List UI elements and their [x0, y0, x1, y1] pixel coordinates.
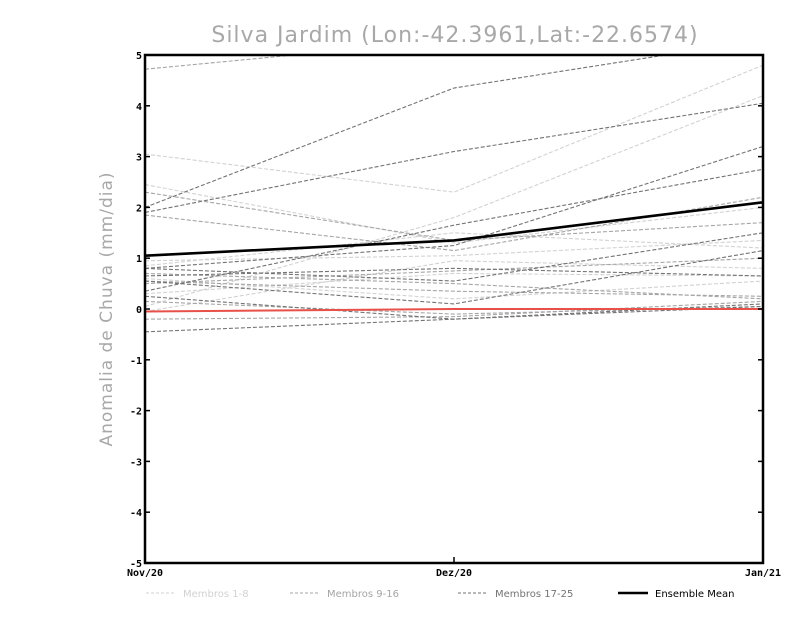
series-line-m6 — [145, 277, 763, 300]
series-ensemble-mean — [145, 201, 763, 257]
x-tick-label: Nov/20 — [127, 568, 163, 579]
legend-label: Membros 1-8 — [183, 589, 249, 600]
series-line-m3 — [145, 95, 763, 307]
x-ticks: Nov/20 Dez/20 Jan/21 — [127, 557, 781, 579]
series-line-m20 — [145, 168, 763, 292]
x-tick-label: Jan/21 — [745, 568, 781, 579]
series-line-m17 — [145, 55, 669, 208]
series-line-m1 — [145, 64, 763, 193]
y-tick-label: 1 — [136, 254, 142, 265]
series-line-m11 — [145, 196, 763, 252]
y-tick-label: -5 — [130, 559, 142, 570]
series-line-m9 — [145, 55, 300, 70]
series-zero-reference — [145, 308, 763, 313]
legend-label: Membros 9-16 — [327, 589, 399, 600]
x-tick-label: Dez/20 — [436, 568, 472, 579]
series-line-m25 — [145, 305, 763, 333]
series-line-m4 — [145, 239, 763, 262]
series-line-m21 — [145, 232, 763, 282]
series-line-m22 — [145, 267, 763, 277]
series-line-m7 — [145, 272, 763, 295]
series-line-m16 — [145, 300, 763, 320]
series-line-m5 — [145, 232, 763, 267]
y-ticks: 5 4 3 2 1 0 -1 -2 -3 -4 -5 — [130, 51, 763, 570]
series-line-m23 — [145, 250, 763, 305]
series-line-m8 — [145, 260, 763, 313]
legend: Membros 1-8 Membros 9-16 Membros 17-25 Ense… — [146, 589, 734, 600]
legend-label: Ensemble Mean — [655, 589, 734, 600]
y-tick-label: 3 — [136, 153, 142, 164]
y-tick-label: -1 — [130, 356, 142, 367]
y-axis-label: Anomalia de Chuva (mm/dia) — [97, 171, 117, 446]
y-tick-label: 5 — [136, 51, 142, 62]
chart-title: Silva Jardim (Lon:-42.3961,Lat:-22.6574) — [211, 23, 698, 48]
y-tick-label: -4 — [130, 508, 142, 519]
series-line-m18 — [145, 102, 763, 214]
series-line-m13 — [145, 257, 763, 285]
y-tick-label: 0 — [136, 305, 142, 316]
series-layer — [145, 55, 763, 333]
series-line-m14 — [145, 280, 763, 297]
series-line-m24 — [145, 295, 763, 320]
series-line-m19 — [145, 145, 763, 269]
series-line-m12 — [145, 272, 763, 300]
y-tick-label: 4 — [136, 102, 142, 113]
series-line-m10 — [145, 191, 763, 241]
y-tick-label: -2 — [130, 407, 142, 418]
y-tick-label: -3 — [130, 457, 142, 468]
series-line-m15 — [145, 300, 763, 315]
series-line-m2 — [145, 183, 763, 244]
y-tick-label: 2 — [136, 203, 142, 214]
legend-label: Membros 17-25 — [495, 589, 573, 600]
